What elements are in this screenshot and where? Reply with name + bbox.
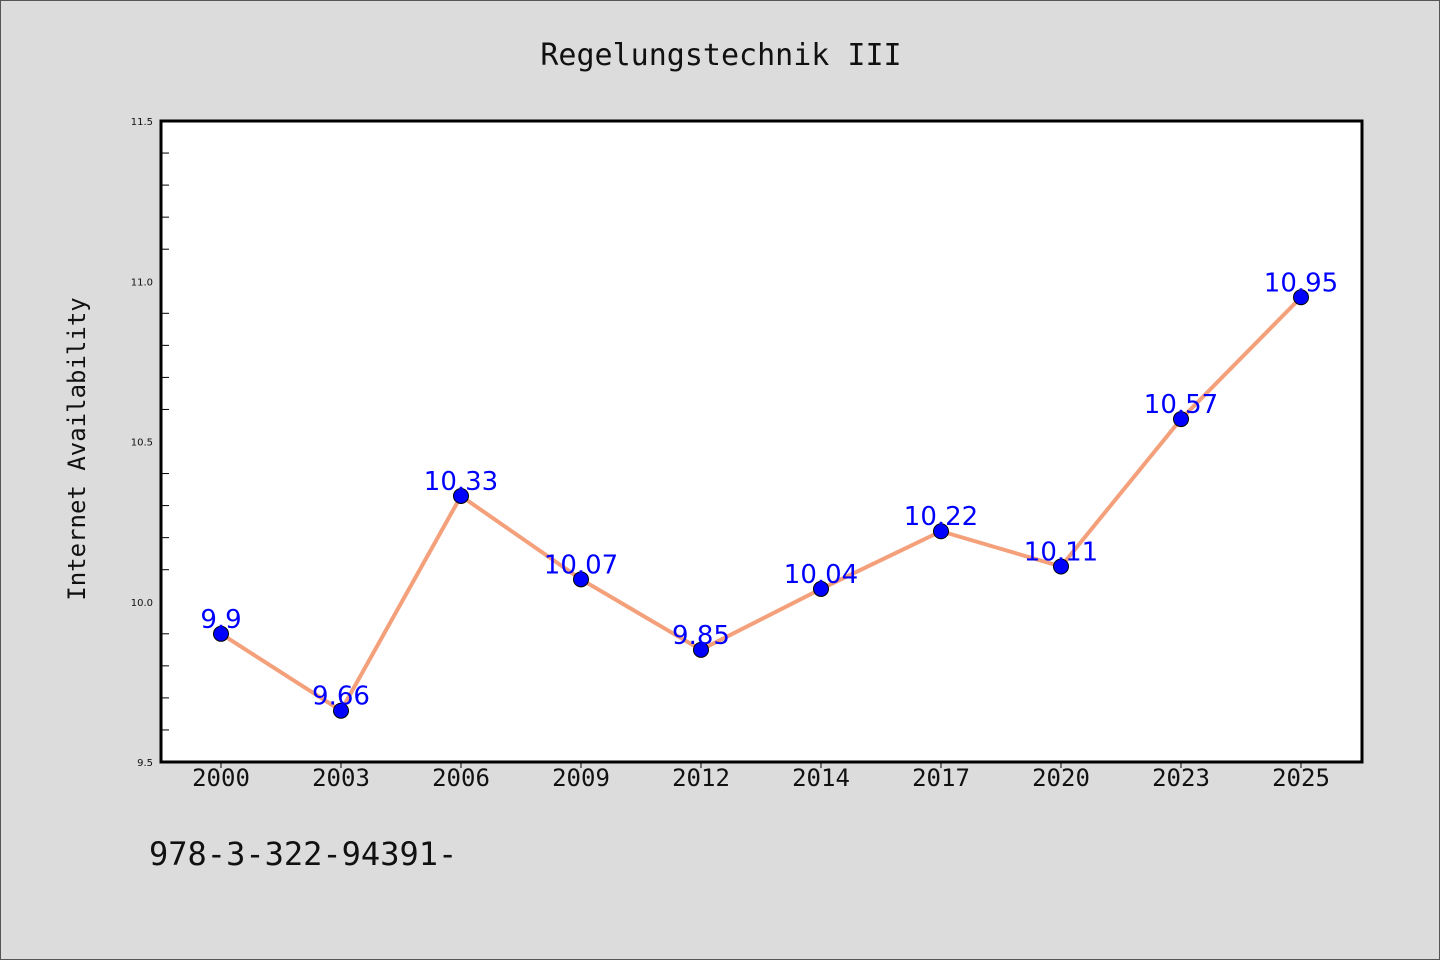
series-line [219, 295, 1303, 713]
y-axis-label: Internet Availability [63, 297, 91, 600]
data-point [933, 523, 949, 540]
x-tick-label: 2014 [792, 764, 850, 792]
data-label: 10.04 [784, 560, 858, 590]
y-tick-label: 10.0 [131, 598, 153, 609]
x-tick-label: 2012 [672, 764, 730, 792]
y-tick-label: 9.5 [137, 758, 153, 769]
data-label: 10.22 [904, 502, 978, 532]
data-label: 10.33 [424, 467, 498, 497]
data-label: 10.07 [544, 550, 618, 580]
data-labels: 9.9 9.66 10.33 10.07 9.85 10.04 10.22 10.11 10.5… [200, 268, 1338, 711]
chart-title: Regelungstechnik III [540, 38, 901, 73]
data-point [333, 702, 349, 719]
x-tick-label: 2006 [432, 764, 490, 792]
x-tick-label: 2000 [192, 764, 250, 792]
data-label: 10.95 [1264, 268, 1338, 298]
data-point [813, 580, 829, 597]
data-label: 9.66 [312, 682, 370, 712]
data-label: 10.57 [1144, 390, 1218, 420]
data-point [1173, 411, 1189, 428]
data-label: 9.9 [200, 605, 241, 635]
x-tick-label: 2003 [312, 764, 370, 792]
data-point [213, 625, 229, 642]
data-label: 9.85 [672, 621, 730, 651]
x-tick-label: 2023 [1152, 764, 1210, 792]
data-point [1053, 558, 1069, 575]
y-tick-label: 11.5 [131, 117, 153, 128]
x-tick-label: 2009 [552, 764, 610, 792]
data-point [573, 571, 589, 588]
data-point [453, 487, 469, 504]
y-axis: 9.5 10.0 10.5 11.0 11.5 [131, 117, 169, 769]
x-tick-label: 2020 [1032, 764, 1090, 792]
x-tick-label: 2017 [912, 764, 970, 792]
data-point [1293, 289, 1309, 306]
data-markers [213, 289, 1309, 719]
x-axis: 2000 2003 2006 2009 2012 2014 2017 2020 2023 2025 [192, 762, 1330, 792]
data-label: 10.11 [1024, 537, 1098, 567]
footer-isbn: 978-3-322-94391- [149, 835, 457, 873]
x-tick-label: 2025 [1272, 764, 1330, 792]
y-tick-label: 11.0 [131, 277, 153, 288]
y-tick-label: 10.5 [131, 438, 153, 449]
plot-area [159, 119, 1364, 764]
data-point [693, 641, 709, 658]
